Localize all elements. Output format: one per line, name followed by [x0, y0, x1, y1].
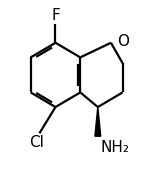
- Text: NH₂: NH₂: [100, 140, 129, 155]
- Text: F: F: [51, 8, 60, 23]
- Polygon shape: [95, 107, 101, 136]
- Text: Cl: Cl: [29, 135, 44, 150]
- Text: O: O: [118, 34, 130, 49]
